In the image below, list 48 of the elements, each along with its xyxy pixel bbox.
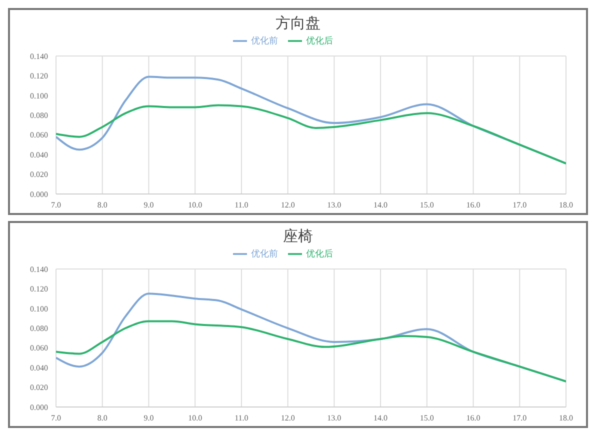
x-tick-label: 7.0 [51,200,61,210]
x-tick-label: 15.0 [420,414,434,423]
x-tick-label: 8.0 [97,414,108,423]
y-tick-label: 0.100 [30,304,48,314]
x-tick-label: 15.0 [420,200,434,210]
x-tick-label: 10.0 [188,200,202,210]
x-tick-label: 16.0 [466,200,480,210]
line-series [56,104,566,164]
x-tick-label: 7.0 [51,414,61,423]
x-tick-label: 13.0 [327,414,342,423]
chart-title: 座椅 [282,227,314,247]
x-tick-label: 17.0 [512,200,527,210]
x-tick-label: 17.0 [512,414,527,423]
legend-label: 优化前 [251,36,278,46]
x-tick-label: 11.0 [234,414,248,423]
y-tick-label: 0.020 [30,170,48,180]
x-tick-label: 14.0 [374,200,388,210]
y-tick-label: 0.060 [30,130,48,140]
y-tick-label: 0.040 [30,150,48,160]
y-tick-label: 0.040 [30,363,48,372]
legend-label: 优化前 [251,249,278,260]
x-tick-label: 13.0 [327,200,342,210]
x-tick-label: 12.0 [280,414,295,423]
x-tick-label: 18.0 [559,200,573,210]
x-tick-label: 9.0 [144,414,154,423]
x-tick-label: 14.0 [374,414,388,423]
y-tick-label: 0.060 [30,344,48,353]
x-tick-label: 16.0 [466,414,480,423]
y-tick-label: 0.080 [30,110,48,120]
x-tick-label: 12.0 [280,200,295,210]
y-tick-label: 0.000 [30,402,48,412]
y-tick-label: 0.120 [30,284,48,294]
x-tick-label: 8.0 [97,200,108,210]
line-series [56,320,566,382]
y-tick-label: 0.140 [30,264,48,274]
y-tick-label: 0.100 [30,91,48,100]
y-tick-label: 0.140 [30,52,48,61]
x-tick-label: 11.0 [234,200,248,210]
chart-title: 方向盘 [274,14,322,34]
legend-label: 优化后 [306,249,333,260]
y-tick-label: 0.080 [30,324,48,333]
y-tick-label: 0.020 [30,383,48,392]
legend-label: 优化后 [306,36,333,46]
y-tick-label: 0.000 [30,190,48,199]
x-tick-label: 10.0 [188,414,202,423]
x-tick-label: 18.0 [559,414,573,423]
x-tick-label: 9.0 [144,200,154,210]
y-tick-label: 0.120 [30,72,48,81]
